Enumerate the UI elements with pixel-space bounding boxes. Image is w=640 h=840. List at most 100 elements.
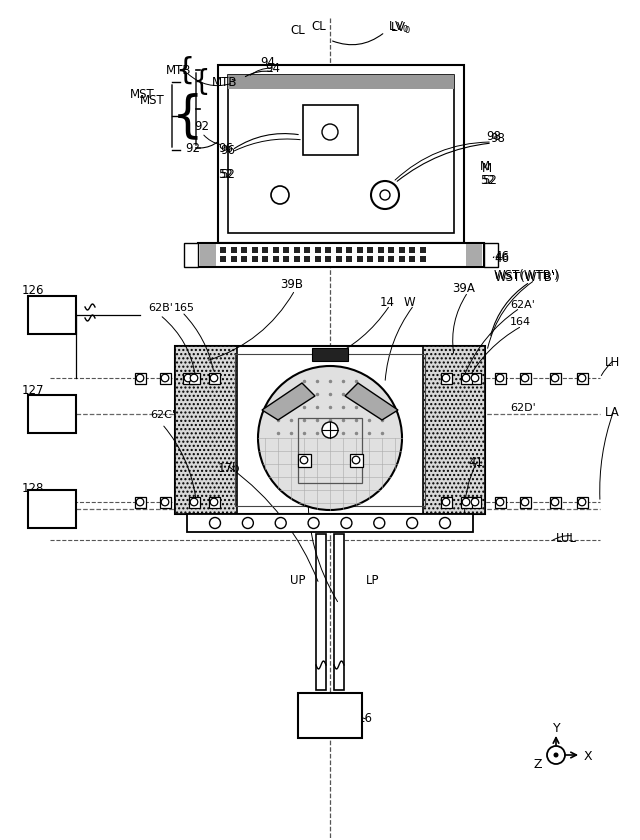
Circle shape [308, 517, 319, 528]
Bar [470, 372, 481, 384]
Bar [252, 256, 257, 262]
Bar [175, 346, 485, 514]
Text: M: M [482, 161, 492, 175]
Circle shape [462, 498, 470, 506]
Text: UP: UP [290, 574, 305, 586]
Bar [298, 418, 362, 483]
Text: 52: 52 [220, 167, 235, 181]
Bar [220, 247, 226, 253]
Bar [334, 534, 344, 690]
Bar [28, 296, 76, 334]
Bar [409, 247, 415, 253]
Text: 92: 92 [185, 141, 200, 155]
Bar [187, 514, 473, 532]
Circle shape [210, 374, 218, 382]
Bar [388, 247, 394, 253]
Text: 46: 46 [494, 249, 509, 262]
Text: CL: CL [291, 24, 305, 36]
Circle shape [496, 374, 504, 382]
Bar [303, 105, 358, 155]
Circle shape [442, 374, 450, 382]
Bar [262, 247, 268, 253]
Text: 164: 164 [510, 317, 531, 327]
Text: 62A': 62A' [510, 300, 535, 310]
Text: M: M [480, 160, 490, 172]
Bar [273, 256, 278, 262]
Text: LV$_0$: LV$_0$ [388, 19, 410, 34]
Text: {: { [172, 92, 204, 140]
Bar [399, 247, 404, 253]
Bar [356, 256, 362, 262]
Bar [335, 256, 342, 262]
Circle shape [462, 374, 470, 382]
Polygon shape [262, 383, 315, 420]
Text: 62C': 62C' [150, 410, 175, 420]
Bar [495, 496, 506, 507]
Bar [484, 243, 498, 267]
Circle shape [578, 374, 586, 382]
Bar [314, 256, 321, 262]
Text: 98: 98 [486, 129, 501, 143]
Bar [346, 247, 352, 253]
Text: 62B': 62B' [148, 303, 173, 313]
Text: Z: Z [534, 758, 542, 770]
Bar [218, 65, 464, 243]
Bar [325, 247, 331, 253]
Text: 128: 128 [22, 481, 44, 495]
Circle shape [551, 374, 559, 382]
Bar [378, 247, 383, 253]
Circle shape [161, 374, 169, 382]
Text: 94: 94 [260, 55, 275, 69]
Text: 52: 52 [482, 174, 497, 186]
Circle shape [374, 517, 385, 528]
Bar [466, 244, 482, 266]
Bar [304, 256, 310, 262]
Bar [159, 372, 170, 384]
Circle shape [258, 366, 402, 510]
Circle shape [578, 498, 586, 506]
Text: WST(WTB'): WST(WTB') [494, 269, 560, 281]
Bar [577, 496, 588, 507]
Text: 17a: 17a [298, 484, 320, 496]
Circle shape [406, 517, 418, 528]
Bar [440, 372, 451, 384]
Text: 39A: 39A [452, 281, 475, 295]
Bar [228, 75, 454, 233]
Circle shape [352, 456, 360, 464]
Circle shape [521, 498, 529, 506]
Text: LUL: LUL [556, 532, 577, 544]
Bar [230, 256, 237, 262]
Circle shape [471, 498, 479, 506]
Bar [349, 454, 362, 466]
Bar [262, 256, 268, 262]
Text: 98: 98 [490, 132, 505, 144]
Bar [228, 75, 454, 89]
Bar [325, 256, 331, 262]
Text: MTB: MTB [166, 64, 191, 76]
Text: X: X [584, 749, 593, 763]
Bar [419, 247, 426, 253]
Bar [184, 243, 198, 267]
Bar [335, 247, 342, 253]
Text: 41: 41 [468, 455, 483, 469]
Bar [235, 354, 425, 506]
Circle shape [551, 498, 559, 506]
Bar [298, 693, 362, 738]
Circle shape [547, 746, 565, 764]
Circle shape [243, 517, 253, 528]
Text: LA: LA [605, 406, 620, 418]
Bar [399, 256, 404, 262]
Bar [198, 243, 484, 267]
Text: 62D': 62D' [510, 403, 536, 413]
Text: 126: 126 [22, 283, 45, 297]
Circle shape [442, 498, 450, 506]
Bar [230, 247, 237, 253]
Text: 96: 96 [218, 141, 233, 155]
Circle shape [161, 498, 169, 506]
Circle shape [440, 517, 451, 528]
Bar [273, 247, 278, 253]
Bar [409, 256, 415, 262]
Bar [220, 256, 226, 262]
Circle shape [190, 374, 198, 382]
Text: LP: LP [366, 574, 380, 586]
